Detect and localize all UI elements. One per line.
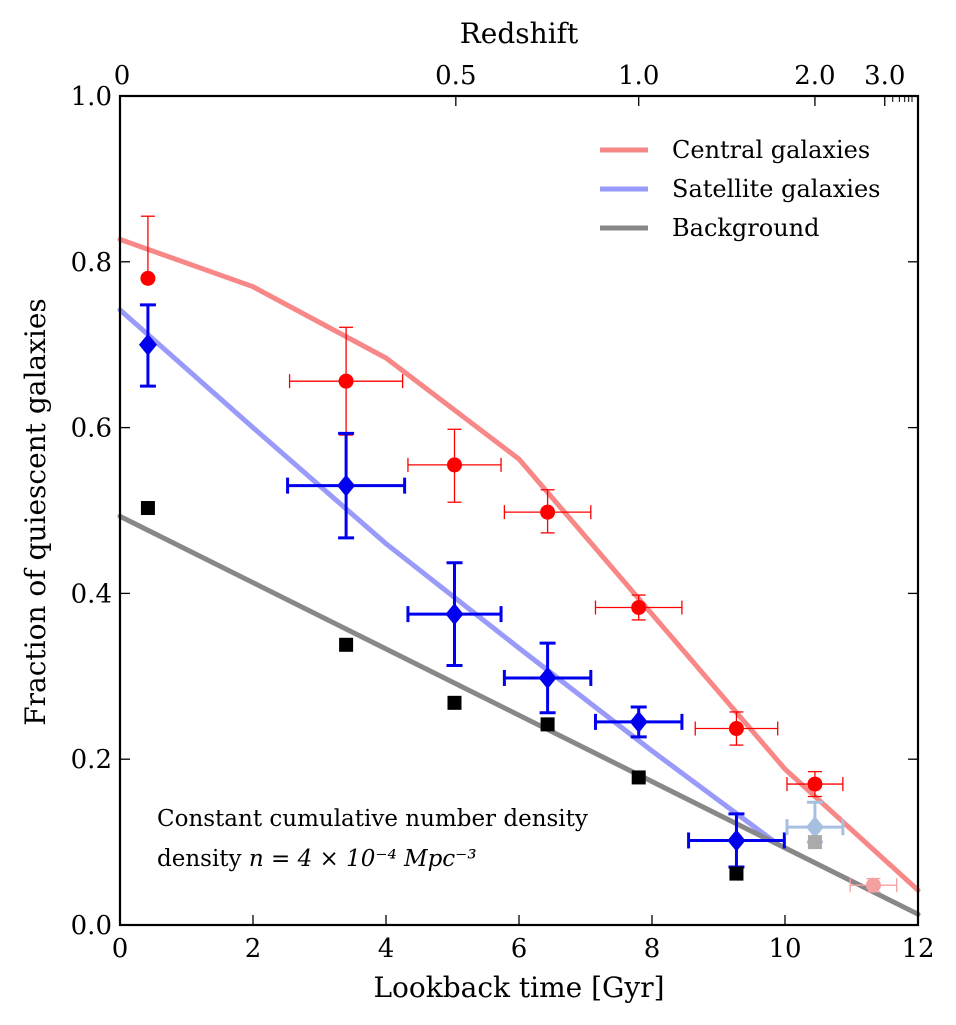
legend-label-2: Background bbox=[672, 214, 820, 242]
background-point-2 bbox=[447, 695, 462, 710]
legend-label-0: Central galaxies bbox=[672, 136, 870, 164]
central-point-4 bbox=[631, 599, 647, 615]
central-point-5 bbox=[728, 721, 744, 737]
satellite-point-5 bbox=[727, 829, 746, 852]
satellite-point-3 bbox=[538, 666, 557, 689]
annotation-math: n = 4 × 10⁻⁴ Mpc⁻³ bbox=[249, 846, 477, 872]
satellite-point-1 bbox=[337, 474, 356, 497]
central-point-7 bbox=[865, 877, 881, 893]
background-point-4 bbox=[631, 770, 646, 785]
redshift-tick-label-4: 3.0 bbox=[864, 61, 905, 91]
redshift-tick-label-2: 1.0 bbox=[618, 61, 659, 91]
y-tick-label-4: 0.8 bbox=[71, 248, 112, 278]
x-tick-label-6: 12 bbox=[901, 934, 934, 964]
annotation-line1: Constant cumulative number density bbox=[157, 806, 588, 832]
x-tick-label-2: 4 bbox=[378, 934, 395, 964]
y-axis-label: Fraction of quiescent galaxies bbox=[19, 298, 52, 726]
satellite-point-2 bbox=[445, 603, 464, 626]
x-tick-label-4: 8 bbox=[644, 934, 661, 964]
background-point-0 bbox=[140, 501, 155, 516]
background-point-1 bbox=[339, 637, 354, 652]
fit-line-1 bbox=[117, 307, 778, 845]
x-tick-label-5: 10 bbox=[768, 934, 801, 964]
y-tick-label-1: 0.2 bbox=[71, 745, 112, 775]
background-point-3 bbox=[540, 717, 555, 732]
x-tick-label-1: 2 bbox=[245, 934, 262, 964]
satellite-point-0 bbox=[138, 333, 157, 356]
central-point-3 bbox=[540, 504, 556, 520]
central-point-0 bbox=[140, 270, 156, 286]
y-tick-label-0: 0.0 bbox=[71, 911, 112, 941]
y-tick-label-5: 1.0 bbox=[71, 82, 112, 112]
axes: 0 2 4 6 8 10 120.00.20.40.60.81.00 0.5 1.0 2.0 3.0 bbox=[71, 61, 935, 964]
redshift-tick-label-1: 0.5 bbox=[435, 61, 476, 91]
data-markers bbox=[138, 270, 881, 893]
annotation-line2: density n = 4 × 10⁻⁴ Mpc⁻³ bbox=[157, 846, 477, 872]
satellite-point-6 bbox=[805, 816, 824, 839]
x-tick-label-0: 0 bbox=[112, 934, 129, 964]
central-point-1 bbox=[338, 373, 354, 389]
central-point-2 bbox=[446, 457, 462, 473]
x-tick-label-3: 6 bbox=[511, 934, 528, 964]
annotation-prefix: density bbox=[157, 846, 242, 872]
background-point-5 bbox=[729, 866, 744, 881]
error-bars bbox=[139, 215, 898, 893]
x-axis-label: Lookback time [Gyr] bbox=[373, 971, 664, 1004]
fit-line-0 bbox=[117, 236, 921, 893]
background-point-6 bbox=[807, 835, 822, 850]
top-axis-label: Redshift bbox=[460, 17, 579, 50]
central-point-6 bbox=[807, 776, 823, 792]
redshift-tick-label-3: 2.0 bbox=[794, 61, 835, 91]
redshift-tick-label-0: 0 bbox=[114, 61, 131, 91]
satellite-point-4 bbox=[629, 710, 648, 733]
y-tick-label-2: 0.4 bbox=[71, 579, 112, 609]
legend-label-1: Satellite galaxies bbox=[672, 175, 881, 203]
y-tick-label-3: 0.6 bbox=[71, 414, 112, 444]
legend: Central galaxies Satellite galaxies Backgr… bbox=[600, 136, 881, 242]
